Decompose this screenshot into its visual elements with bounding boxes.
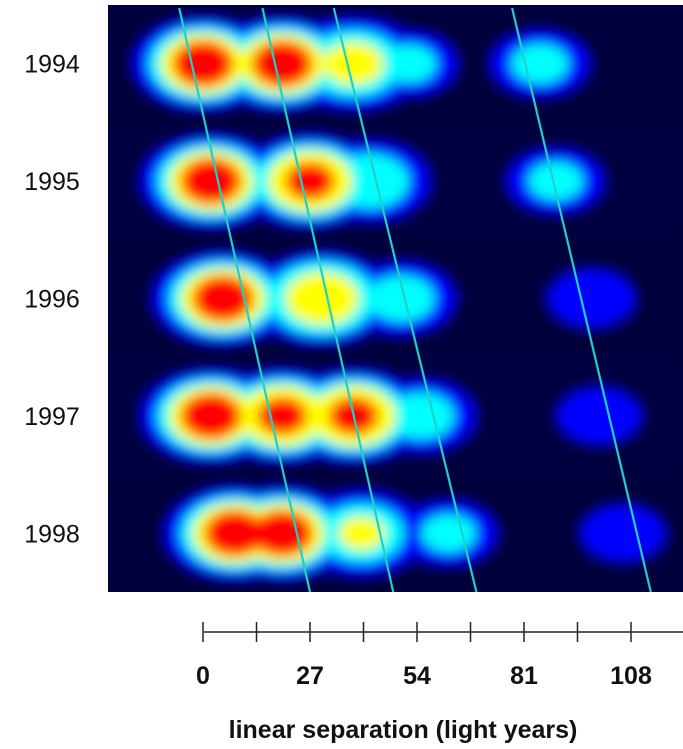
year-label-1994: 1994 [24,51,80,79]
motion-lines [178,7,652,593]
heatmap-component [284,272,359,325]
x-tick-label: 108 [610,662,652,690]
motion-line-4 [511,7,652,593]
year-labels: 1994 1995 1996 1997 1998 [24,51,80,549]
heatmap-row-1996 [108,239,683,358]
heatmap-component [204,510,265,557]
x-axis: 0 27 54 81 108 [196,622,683,690]
heatmap-component [257,397,307,435]
heatmap-component [338,516,385,551]
heatmap-row-1994 [108,5,683,123]
year-label-1998: 1998 [24,520,80,548]
motion-line-3 [332,7,478,593]
x-axis-title: linear separation (light years) [229,716,578,744]
heatmap-component [173,40,233,87]
heatmap-component [557,387,642,444]
heatmap-component [528,162,583,201]
x-tick-label: 0 [196,662,210,690]
heatmap-component [387,392,455,439]
heatmap-component [180,392,241,439]
heatmap-plot-area [108,5,683,592]
heatmap-component [421,514,476,553]
heatmap-row-1995 [108,122,683,240]
x-tick-label: 27 [296,662,324,690]
heatmap-component [323,42,384,86]
heatmap-component [381,44,437,83]
heatmap-component [252,40,313,87]
heatmap-component [367,275,435,322]
year-label-1995: 1995 [24,168,80,196]
heatmap-row-1997 [108,357,683,475]
heatmap-component [252,510,313,557]
heatmap-component [285,162,335,200]
x-tick-label: 81 [510,662,538,690]
heatmap-component [330,153,409,209]
heatmap-component [511,43,569,84]
heatmap-component [548,269,635,328]
year-label-1996: 1996 [24,286,80,314]
heatmap-component [180,158,241,205]
motion-line-2 [261,7,395,593]
year-label-1997: 1997 [24,403,80,431]
x-tick-label: 54 [403,662,431,690]
heatmap-row-1998 [108,474,683,592]
motion-line-1 [178,7,312,593]
heatmap-component [580,505,666,562]
heatmap-component [192,275,253,322]
